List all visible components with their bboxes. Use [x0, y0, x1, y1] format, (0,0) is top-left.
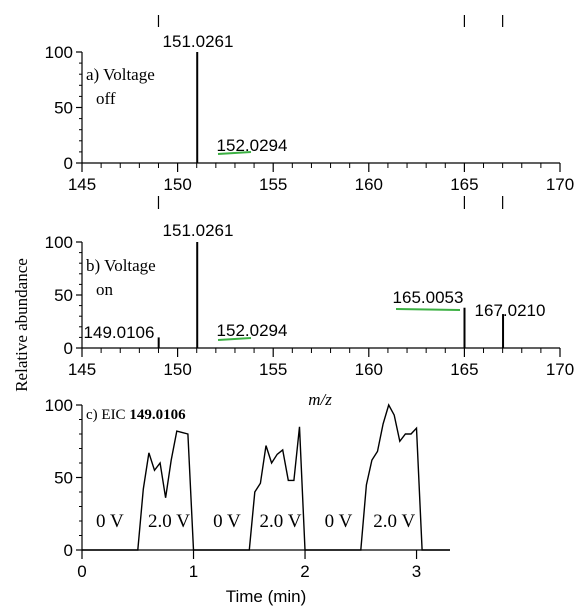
- panel-b: 0 50 100 145 150 155 160 165 170: [45, 196, 574, 379]
- region-label-2: 0 V: [213, 511, 241, 532]
- x-tick-label: 2: [300, 562, 309, 581]
- y-tick-label: 50: [54, 286, 73, 305]
- eic-trace: [82, 403, 450, 551]
- x-axis-label-time: Time (min): [226, 587, 307, 606]
- y-tick-label: 100: [45, 233, 73, 252]
- peak-label-167b: 167.0210: [475, 301, 546, 320]
- peak-label-152a: 152.0294: [217, 136, 288, 155]
- x-tick-label: 0: [77, 562, 86, 581]
- panel-label-line: on: [96, 280, 114, 299]
- panel-label-line: b) Voltage: [86, 256, 156, 275]
- highlight-152b: [217, 337, 252, 341]
- highlight-165b: [395, 308, 461, 311]
- panel-label-c: c) EIC 149.0106: [86, 407, 186, 423]
- x-tick-label: 3: [412, 562, 421, 581]
- peak-label-151b: 151.0261: [163, 221, 234, 240]
- panel-a: 0 50 100 145 150 155 160 165 170: [45, 15, 574, 194]
- x-tick-label: 155: [259, 175, 287, 194]
- x-axis-label-mz: m/z: [308, 390, 332, 409]
- x-tick-label: 160: [355, 175, 383, 194]
- x-tick-label: 150: [163, 175, 191, 194]
- y-tick-label: 100: [45, 396, 73, 415]
- x-tick-label: 145: [68, 360, 96, 379]
- panel-label-a: a) Voltage off: [86, 65, 155, 108]
- panel-label-line: a) Voltage: [86, 65, 155, 84]
- region-label-3: 2.0 V: [260, 511, 302, 532]
- x-tick-label: 160: [355, 360, 383, 379]
- peak-label-165b: 165.0053: [393, 288, 464, 307]
- y-tick-label: 0: [64, 541, 73, 560]
- y-tick-label: 0: [64, 154, 73, 173]
- x-tick-label: 165: [450, 360, 478, 379]
- panel-label-c-bold: 149.0106: [129, 407, 186, 423]
- x-tick-label: 1: [189, 562, 198, 581]
- y-axis-label: Relative abundance: [12, 258, 31, 392]
- y-tick-label: 0: [64, 339, 73, 358]
- highlight-152a: [217, 151, 252, 155]
- panel-label-line: off: [96, 89, 116, 108]
- x-tick-label: 165: [450, 175, 478, 194]
- region-label-5: 2.0 V: [373, 511, 415, 532]
- x-tick-label: 145: [68, 175, 96, 194]
- x-tick-label: 170: [546, 360, 574, 379]
- peak-label-149b: 149.0106: [84, 323, 155, 342]
- x-tick-label: 150: [163, 360, 191, 379]
- y-tick-label: 50: [54, 99, 73, 118]
- x-tick-label: 170: [546, 175, 574, 194]
- y-tick-label: 50: [54, 469, 73, 488]
- panel-c: 0 50 100 0 1 2 3: [45, 396, 450, 581]
- panel-label-b: b) Voltage on: [86, 256, 156, 299]
- y-tick-label: 100: [45, 43, 73, 62]
- region-label-1: 2.0 V: [148, 511, 190, 532]
- peak-label-152b: 152.0294: [217, 321, 288, 340]
- region-label-0: 0 V: [96, 511, 124, 532]
- region-label-4: 0 V: [325, 511, 353, 532]
- peak-label-151a: 151.0261: [163, 32, 234, 51]
- x-tick-label: 155: [259, 360, 287, 379]
- panel-label-c-text: c) EIC: [86, 407, 129, 423]
